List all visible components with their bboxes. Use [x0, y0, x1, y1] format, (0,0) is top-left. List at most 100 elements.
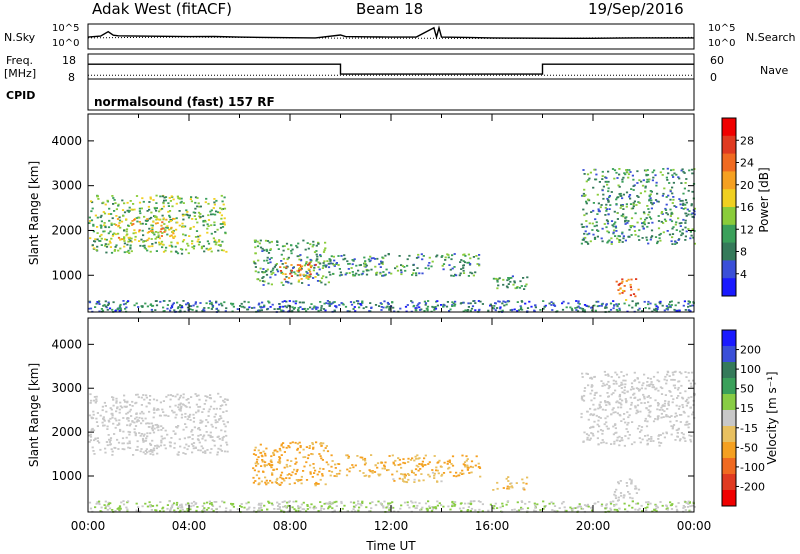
velocity-scatter — [88, 370, 697, 513]
echo-region — [252, 239, 330, 286]
mhz-label: [MHz] — [4, 67, 37, 80]
colorbar-segment — [722, 330, 736, 347]
xaxis-label: Time UT — [365, 539, 416, 553]
colorbar-tick-label: -100 — [740, 461, 765, 474]
freq-label: Freq. — [6, 54, 34, 67]
echo-region — [279, 262, 317, 282]
echo-region — [580, 167, 696, 245]
power-colorbar: 28 24 20 16 12 8 4 — [721, 117, 754, 297]
colorbar-segment — [722, 189, 736, 208]
colorbar-tick-label: -15 — [740, 422, 758, 435]
power-panel-frame — [87, 113, 695, 313]
echo-region — [252, 441, 330, 487]
colorbar-tick-label: 100 — [740, 363, 761, 376]
colorbar-segment — [722, 346, 736, 363]
colorbar-tick-label: 8 — [740, 246, 747, 259]
x-tick-label: 20:00 — [576, 519, 611, 533]
colorbar-segment — [722, 426, 736, 443]
x-tick-label: 00:00 — [71, 519, 106, 533]
colorbar-tick-label: 50 — [740, 383, 754, 396]
nave-tick-top: 60 — [710, 54, 724, 67]
colorbar-tick-label: 16 — [740, 201, 754, 214]
echo-region — [392, 471, 444, 484]
colorbar-segment — [722, 171, 736, 190]
nsearch-tick-bottom: 10^0 — [708, 38, 736, 49]
colorbar-segment — [722, 278, 736, 297]
power-ylabel: Slant Range [km] — [27, 161, 41, 265]
freq-series — [88, 63, 694, 76]
colorbar-segment — [722, 260, 736, 279]
velocity-axes: 1000 2000 3000 4000 00:00 04:00 08:00 12:00 16:0… — [51, 318, 711, 533]
colorbar-segment — [722, 118, 736, 137]
colorbar-tick-label: 12 — [740, 223, 754, 236]
series-n-sky — [87, 25, 694, 40]
power-axes: 1000 2000 3000 4000 — [51, 114, 695, 312]
colorbar-frame — [721, 329, 737, 507]
y-tick-label: 2000 — [51, 223, 82, 237]
date-title: 19/Sep/2016 — [588, 0, 684, 18]
cpid-label: CPID — [6, 89, 36, 102]
colorbar-segment — [722, 458, 736, 475]
freq-tick-bottom: 8 — [68, 71, 75, 84]
colorbar-tick-label: 15 — [740, 402, 754, 415]
echo-region — [615, 278, 640, 301]
nsky-label: N.Sky — [4, 31, 36, 44]
colorbar-segment — [722, 207, 736, 226]
velocity-ylabel: Slant Range [km] — [27, 363, 41, 467]
nsky-tick-top: 10^5 — [52, 23, 80, 34]
nsky-tick-bottom: 10^0 — [52, 38, 80, 49]
radar-title: Adak West (fitACF) — [92, 0, 232, 18]
echo-region — [492, 476, 529, 491]
colorbar-segment — [722, 442, 736, 459]
y-tick-label: 3000 — [51, 179, 82, 193]
y-tick-label: 1000 — [51, 469, 82, 483]
nave-label: Nave — [760, 64, 789, 77]
colorbar-tick-label: 200 — [740, 344, 761, 357]
echo-region — [580, 370, 697, 447]
y-tick-label: 4000 — [51, 337, 82, 351]
velocity-colorbar: 200 100 50 15 -15 -50 -100 -200 — [721, 329, 765, 507]
freq-tick-top: 18 — [62, 54, 76, 67]
x-tick-label: 04:00 — [172, 519, 207, 533]
colorbar-segment — [722, 242, 736, 261]
nsky-series — [87, 25, 695, 40]
colorbar-tick-label: -50 — [740, 441, 758, 454]
mode-text: normalsound (fast) 157 RF — [94, 95, 275, 109]
echo-region — [88, 392, 229, 456]
colorbar-segment — [722, 490, 736, 507]
series-n-search — [87, 36, 695, 39]
y-tick-label: 1000 — [51, 268, 82, 282]
nave-tick-bottom: 0 — [710, 71, 717, 84]
power-colorbar-label: Power [dB] — [757, 167, 771, 232]
echo-region — [492, 275, 529, 290]
echo-region — [327, 253, 481, 277]
cpid-strip-frame — [87, 78, 695, 111]
y-tick-label: 2000 — [51, 425, 82, 439]
beam-title: Beam 18 — [356, 0, 424, 18]
power-scatter — [88, 167, 696, 313]
colorbar-segment — [722, 362, 736, 379]
echo-region — [88, 194, 228, 255]
colorbar-tick-label: -200 — [740, 480, 765, 493]
velocity-colorbar-label: Velocity [m s⁻¹] — [765, 371, 779, 464]
colorbar-segment — [722, 135, 736, 155]
colorbar-tick-label: 24 — [740, 157, 754, 170]
colorbar-segment — [722, 224, 736, 244]
echo-region — [88, 500, 696, 513]
echo-region — [113, 217, 179, 242]
colorbar-tick-label: 20 — [740, 179, 754, 192]
x-tick-label: 00:00 — [677, 519, 712, 533]
nsearch-tick-top: 10^5 — [708, 23, 736, 34]
colorbar-tick-label: 28 — [740, 134, 754, 147]
nsearch-label: N.Search — [746, 31, 796, 44]
x-tick-label: 16:00 — [475, 519, 510, 533]
echo-region — [613, 478, 641, 502]
y-tick-label: 3000 — [51, 381, 82, 395]
y-tick-label: 4000 — [51, 134, 82, 148]
colorbar-segment — [722, 153, 736, 172]
echo-region — [328, 454, 482, 478]
colorbar-segment — [722, 410, 736, 427]
colorbar-segment — [722, 378, 736, 395]
x-tick-label: 08:00 — [273, 519, 308, 533]
